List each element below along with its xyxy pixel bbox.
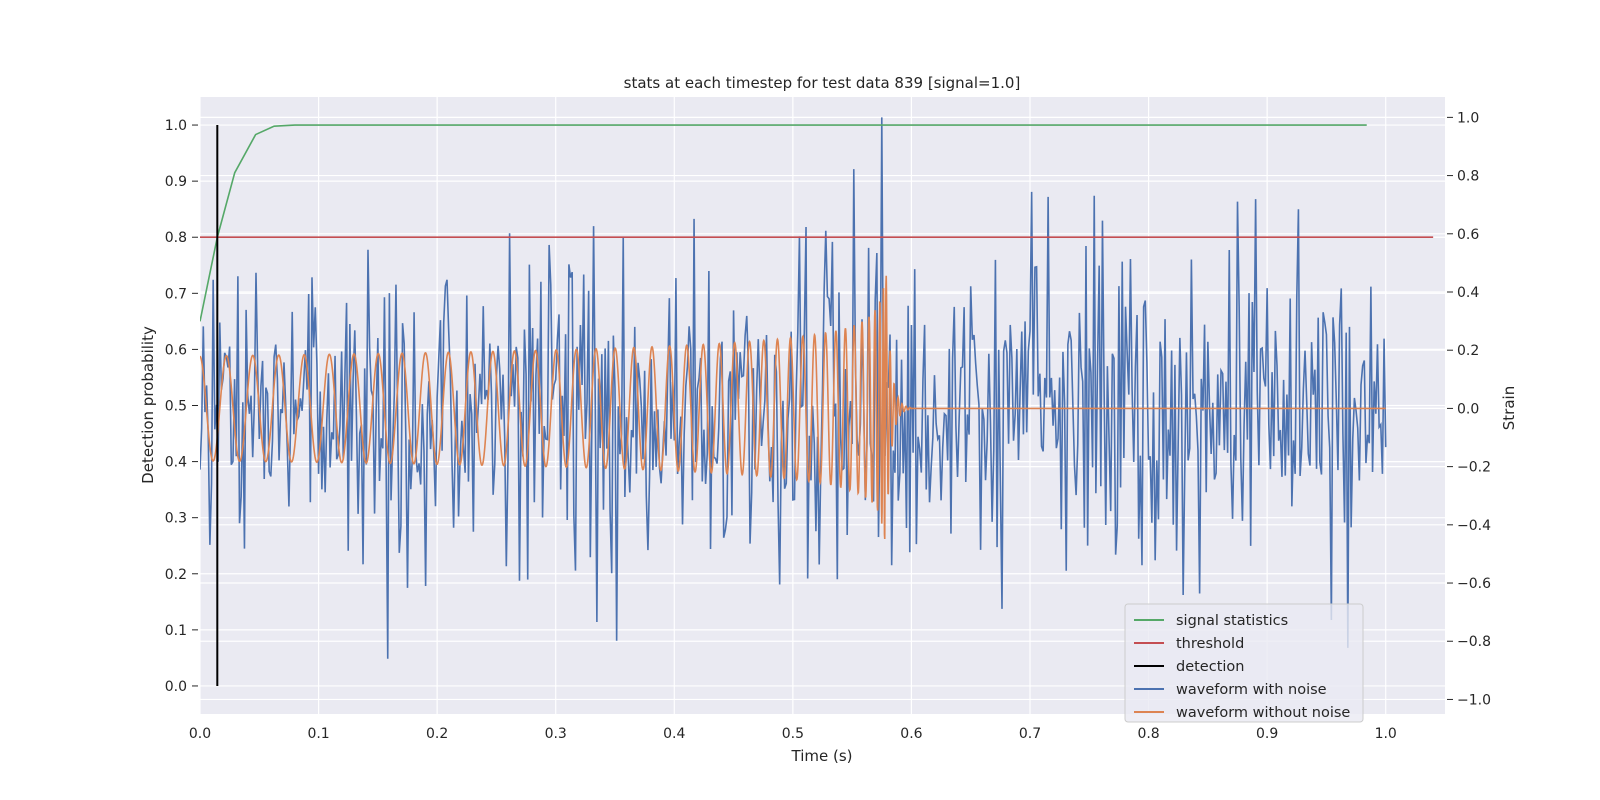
y-left-tick-label: 0.8: [165, 230, 187, 246]
y-left-tick-label: 0.7: [165, 286, 187, 302]
y-right-tick-label: −0.2: [1457, 460, 1491, 476]
y-right-tick-label: −0.8: [1457, 634, 1491, 650]
y-right-tick-label: −0.6: [1457, 576, 1491, 592]
y-right-tick-label: 0.8: [1457, 169, 1479, 185]
legend-label: waveform without noise: [1176, 705, 1350, 721]
y-left-tick-label: 0.6: [165, 342, 187, 358]
x-tick-label: 0.6: [900, 726, 922, 742]
y-left-axis-ticks: 0.0 0.1 0.2 0.3 0.4 0.5 0.6 0.7 0.8 0.9 1.0: [165, 118, 198, 695]
y-right-axis-ticks: −1.0 −0.8 −0.6 −0.4 −0.2 0.0 0.2 0.4 0.6 0.8 1.0: [1447, 110, 1491, 708]
legend-label: threshold: [1176, 636, 1244, 652]
legend-label: detection: [1176, 659, 1244, 675]
y-left-tick-label: 1.0: [165, 118, 187, 134]
y-right-tick-label: 0.4: [1457, 285, 1479, 301]
y-right-axis-label: Strain: [1500, 386, 1518, 430]
waveform-without-noise-line: [200, 275, 1386, 540]
x-axis-label: Time (s): [791, 747, 853, 765]
y-left-tick-label: 0.9: [165, 174, 187, 190]
chart-title: stats at each timestep for test data 839…: [624, 74, 1021, 92]
x-axis-ticks: 0.0 0.1 0.2 0.3 0.4 0.5 0.6 0.7 0.8 0.9 1.0: [189, 726, 1397, 742]
y-right-tick-label: −0.4: [1457, 518, 1491, 534]
legend: signal statistics threshold detection wavef…: [1124, 603, 1364, 723]
y-right-tick-label: 0.0: [1457, 401, 1479, 417]
x-tick-label: 0.5: [782, 726, 804, 742]
x-tick-label: 0.0: [189, 726, 211, 742]
x-tick-label: 0.2: [426, 726, 448, 742]
y-left-tick-label: 0.3: [165, 511, 187, 527]
y-right-tick-label: 0.2: [1457, 343, 1479, 359]
y-right-tick-label: 1.0: [1457, 110, 1479, 126]
x-tick-label: 0.1: [307, 726, 329, 742]
y-left-axis-label: Detection probability: [139, 326, 157, 484]
y-left-tick-label: 0.1: [165, 623, 187, 639]
y-right-tick-label: 0.6: [1457, 227, 1479, 243]
y-left-tick-label: 0.2: [165, 567, 187, 583]
signal-statistics-line: [200, 124, 1367, 322]
legend-label: waveform with noise: [1176, 682, 1327, 698]
x-tick-label: 0.7: [1019, 726, 1041, 742]
legend-box: [1124, 603, 1364, 723]
x-tick-label: 0.9: [1256, 726, 1278, 742]
x-tick-label: 0.8: [1137, 726, 1159, 742]
y-left-tick-label: 0.0: [165, 679, 187, 695]
y-left-tick-label: 0.5: [165, 399, 187, 415]
x-tick-label: 1.0: [1375, 726, 1397, 742]
legend-label: signal statistics: [1176, 613, 1288, 629]
series-group: [200, 117, 1434, 686]
waveform-with-noise-line: [200, 117, 1387, 659]
x-tick-label: 0.3: [545, 726, 567, 742]
x-tick-label: 0.4: [663, 726, 685, 742]
y-right-tick-label: −1.0: [1457, 692, 1491, 708]
y-left-tick-label: 0.4: [165, 455, 187, 471]
